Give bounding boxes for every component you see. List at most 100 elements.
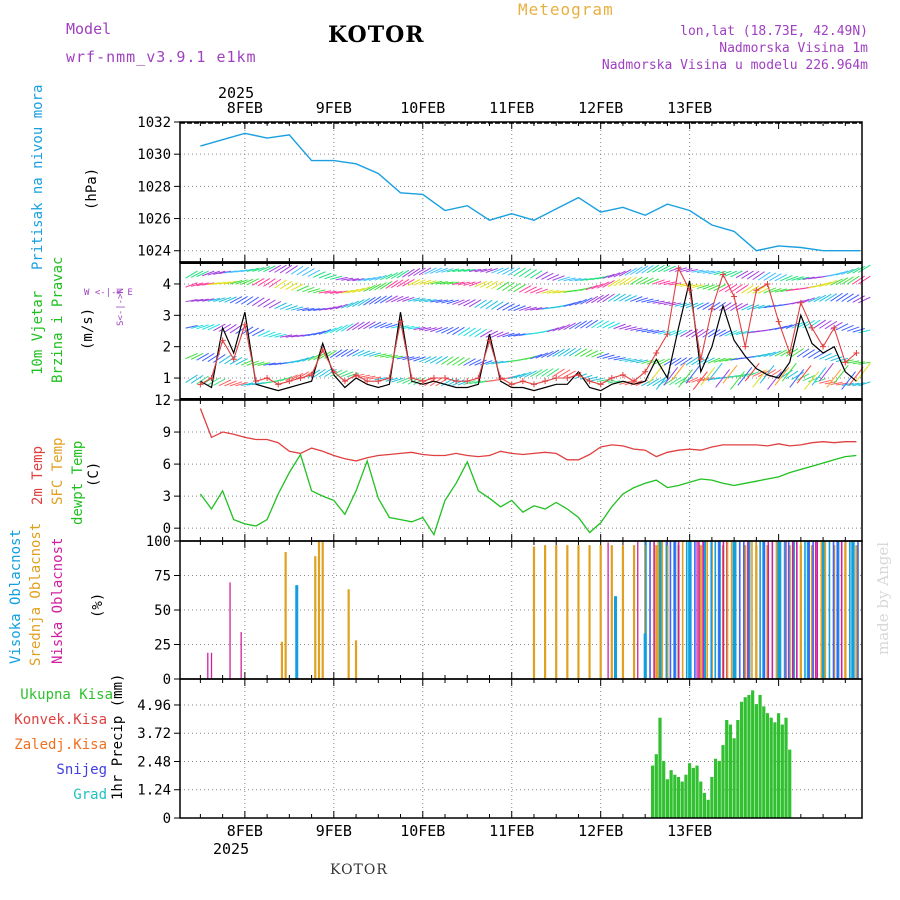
precip-bar xyxy=(762,706,766,818)
wind-vector xyxy=(507,374,521,380)
wind-gust-marker xyxy=(619,371,626,378)
wind-vector xyxy=(363,277,376,282)
wind-vector xyxy=(185,298,198,303)
wind-vector xyxy=(329,275,343,280)
cloud-overcast-bar xyxy=(706,541,708,679)
wind-vector xyxy=(296,285,309,292)
wind-vector xyxy=(185,353,198,360)
wind-vector xyxy=(452,299,465,305)
wind-vector xyxy=(602,280,615,288)
wind-vector xyxy=(702,301,715,311)
wind-vector xyxy=(785,370,799,380)
wind-vector xyxy=(580,286,593,291)
wind-vector xyxy=(707,357,721,364)
y-tick-label: 1.24 xyxy=(137,783,171,799)
wind-vector xyxy=(502,332,515,338)
wind-vector xyxy=(396,356,409,360)
wind-vector xyxy=(196,375,209,385)
cloud-mid-bar xyxy=(555,545,558,679)
wind-vector xyxy=(630,359,643,363)
panel-frame xyxy=(179,121,863,263)
wind-vector xyxy=(407,377,421,385)
wind-gust-marker xyxy=(386,375,393,382)
wind-vector xyxy=(607,293,621,302)
wind-vector xyxy=(585,284,599,291)
wind-vector xyxy=(563,302,576,307)
cloud-overcast-bar xyxy=(812,541,814,679)
y-tick-label: 4.96 xyxy=(137,698,171,714)
y-tick-label: 1032 xyxy=(137,115,171,131)
wind-vector xyxy=(774,367,790,386)
wind-vector xyxy=(619,358,632,362)
date-label-top: 9FEB xyxy=(316,99,352,117)
wind-vector xyxy=(585,376,598,381)
wind-vector xyxy=(363,284,376,292)
wind-vector xyxy=(646,299,660,304)
wind-vector xyxy=(229,280,243,285)
wind-vector xyxy=(713,284,726,292)
wind-vector xyxy=(491,267,504,274)
wind-vector xyxy=(596,378,610,383)
date-label-top: 12FEB xyxy=(578,99,623,117)
wind-gust-marker xyxy=(308,371,315,378)
cloud-overcast-bar xyxy=(763,541,766,679)
wind-vector xyxy=(568,347,582,357)
precip-bar xyxy=(669,770,673,818)
wind-vector xyxy=(635,297,649,303)
cloud-overcast-bar xyxy=(840,541,843,679)
wind-vector xyxy=(274,302,287,310)
wind-vector xyxy=(240,359,254,366)
wind-vector xyxy=(835,270,849,276)
wind-vector xyxy=(574,348,588,357)
y-tick-label: 4 xyxy=(163,277,171,293)
wind-vector xyxy=(435,377,449,387)
year-top: 2025 xyxy=(218,84,255,102)
wind-vector xyxy=(518,268,532,278)
wind-gust-marker xyxy=(820,343,827,350)
wind-vector xyxy=(246,267,259,272)
wind-vector xyxy=(429,356,443,364)
wind-vector xyxy=(796,373,810,381)
wind-vector xyxy=(563,322,576,331)
wind-vector xyxy=(613,277,626,287)
wind-vector xyxy=(324,327,337,335)
wind-vector xyxy=(802,374,815,382)
wind-vector xyxy=(418,356,432,363)
wind-vector xyxy=(708,270,721,275)
precip-bar xyxy=(680,781,684,818)
wind-vector xyxy=(730,374,743,378)
wind-vector xyxy=(785,275,799,282)
wind-vector xyxy=(268,362,282,366)
wind-vector xyxy=(302,268,315,277)
wind-vector xyxy=(352,287,365,293)
wind-vector xyxy=(700,367,716,386)
y-tick-label: 9 xyxy=(163,425,171,441)
wind-vector xyxy=(613,293,626,302)
wind-vector xyxy=(407,279,421,287)
wind-gust-marker xyxy=(219,337,226,344)
wind-vector xyxy=(752,353,765,358)
y-tick-label: 1026 xyxy=(137,212,171,228)
wind-vector xyxy=(668,376,682,386)
wind-vector xyxy=(485,267,498,273)
wind-gust-marker xyxy=(530,381,537,388)
wind-gust-marker xyxy=(742,343,749,350)
wind-vector xyxy=(446,299,460,305)
wind-vector xyxy=(635,328,648,332)
wind-vector xyxy=(335,276,348,281)
wind-vector xyxy=(591,294,604,304)
wind-vector xyxy=(791,371,804,380)
wind-vector xyxy=(529,270,543,279)
wind-vector xyxy=(213,281,226,285)
cloud-overcast-bar xyxy=(726,541,729,679)
wind-vector xyxy=(213,270,226,275)
cloud-overcast-bar xyxy=(791,541,794,679)
wind-vector xyxy=(307,308,320,312)
wind-vector xyxy=(229,324,243,334)
wind-vector xyxy=(846,267,860,275)
date-label-bottom: 10FEB xyxy=(400,822,445,840)
wind-vector xyxy=(185,374,198,384)
wind-vector xyxy=(335,303,348,310)
wind-vector xyxy=(858,381,871,387)
wind-vector xyxy=(730,270,743,278)
